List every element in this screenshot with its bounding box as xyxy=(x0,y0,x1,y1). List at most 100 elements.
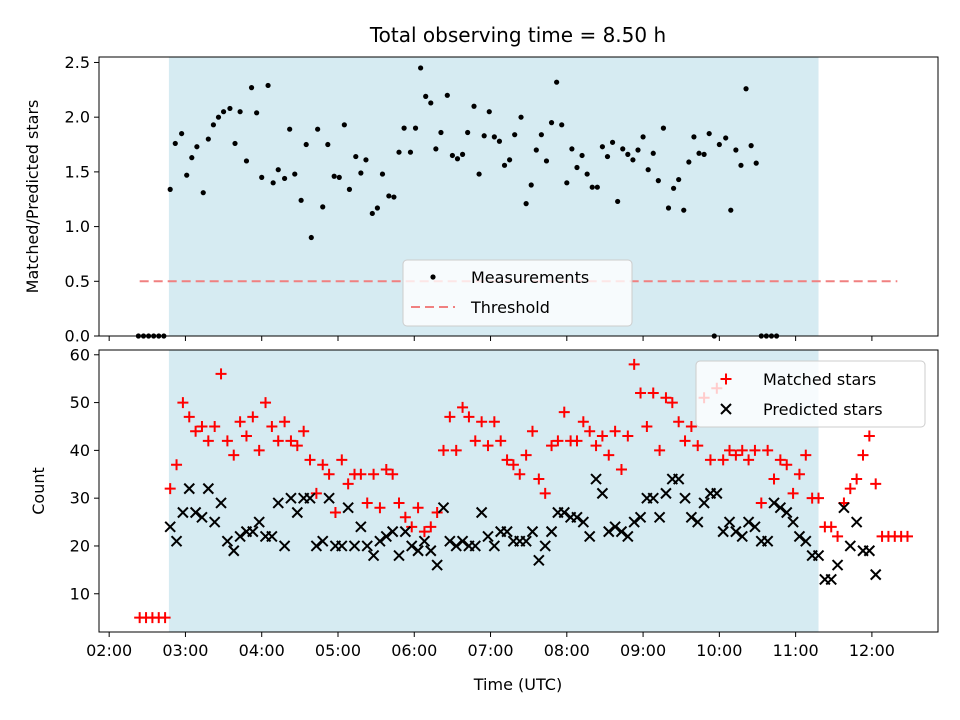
x-tick-label: 12:00 xyxy=(849,641,895,660)
matched-star-point xyxy=(863,430,875,442)
predicted-star-point xyxy=(253,516,265,528)
matched-star-point xyxy=(635,387,647,399)
y-tick-label: 1.0 xyxy=(65,217,90,236)
matched-star-point xyxy=(329,507,341,519)
matched-star-point xyxy=(272,435,284,447)
matched-star-point xyxy=(781,459,793,471)
measurement-point xyxy=(650,150,656,156)
measurement-point xyxy=(518,114,524,120)
predicted-star-point xyxy=(393,549,405,562)
matched-star-point xyxy=(247,411,259,423)
measurement-point xyxy=(753,160,759,166)
predicted-star-point xyxy=(825,573,837,586)
x-tick-label: 09:00 xyxy=(620,641,666,660)
predicted-star-point xyxy=(406,540,418,552)
measurement-point xyxy=(254,110,260,116)
predicted-star-point xyxy=(437,502,450,514)
predicted-star-point xyxy=(475,506,488,519)
matched-star-point xyxy=(234,416,246,428)
measurement-point xyxy=(232,140,238,147)
predicted-star-point xyxy=(660,487,672,500)
predicted-star-point xyxy=(590,473,602,485)
measurement-point xyxy=(210,122,217,128)
legend-measurements-label: Measurements xyxy=(471,268,589,287)
matched-star-point xyxy=(507,459,519,471)
predicted-star-point xyxy=(208,516,221,528)
predicted-star-point xyxy=(698,497,710,509)
y-tick-label: 2.5 xyxy=(65,53,90,72)
measurement-point xyxy=(728,207,734,213)
measurement-point xyxy=(237,109,243,115)
measurement-point xyxy=(374,205,380,211)
matched-star-point xyxy=(724,444,736,456)
measurement-point xyxy=(418,65,424,71)
matched-star-point xyxy=(660,392,672,404)
predicted-star-point xyxy=(399,525,412,538)
measurement-point xyxy=(184,172,190,178)
x-tick-label: 02:00 xyxy=(86,641,132,660)
matched-star-point xyxy=(425,521,437,533)
matched-star-point xyxy=(546,440,558,452)
legend-matched-marker xyxy=(720,373,732,385)
measurement-point xyxy=(353,153,359,160)
measurement-point xyxy=(691,134,697,140)
predicted-star-point xyxy=(386,525,399,538)
matched-star-point xyxy=(901,530,913,542)
matched-star-point xyxy=(387,468,399,480)
y-tick-label: 50 xyxy=(70,393,90,412)
measurement-point xyxy=(386,193,392,199)
matched-star-point xyxy=(673,416,685,428)
legend-predicted-marker xyxy=(720,403,732,415)
predicted-stars-points xyxy=(164,473,882,586)
matched-star-point xyxy=(190,425,202,437)
measurement-point xyxy=(528,182,534,188)
matched-star-point xyxy=(202,435,214,447)
x-axis-label: Time (UTC) xyxy=(473,675,562,694)
predicted-star-point xyxy=(336,540,348,552)
predicted-star-point xyxy=(355,521,367,533)
measurement-point xyxy=(554,79,560,85)
measurement-point xyxy=(459,151,466,157)
predicted-star-point xyxy=(634,511,647,523)
matched-star-point xyxy=(749,444,761,456)
measurement-point xyxy=(486,109,492,115)
matched-star-point xyxy=(832,530,844,542)
matched-star-point xyxy=(793,468,805,480)
predicted-star-point xyxy=(431,559,443,571)
matched-star-point xyxy=(266,420,278,432)
measurement-point xyxy=(287,126,293,132)
predicted-star-point xyxy=(170,535,183,547)
measurement-point xyxy=(331,173,337,179)
matched-star-point xyxy=(679,435,691,447)
predicted-star-point xyxy=(520,535,532,547)
predicted-star-point xyxy=(215,497,227,509)
predicted-star-point xyxy=(310,540,323,552)
predicted-star-point xyxy=(482,530,494,543)
measurement-point xyxy=(308,234,314,241)
predicted-star-point xyxy=(533,554,545,567)
matched-star-point xyxy=(558,406,570,418)
predicted-star-point xyxy=(685,511,698,523)
measurement-point xyxy=(428,100,434,106)
matched-star-point xyxy=(418,526,430,538)
bottom-axes-frame xyxy=(98,349,939,633)
x-tick-label: 06:00 xyxy=(391,641,437,660)
predicted-star-point xyxy=(622,530,634,543)
predicted-star-point xyxy=(221,535,234,547)
matched-star-point xyxy=(774,454,786,466)
matched-star-point xyxy=(209,420,221,432)
measurement-point xyxy=(538,132,544,138)
matched-star-point xyxy=(514,468,526,480)
matched-star-point xyxy=(228,449,240,461)
matched-star-point xyxy=(463,411,475,423)
measurement-point xyxy=(227,105,233,112)
matched-star-point xyxy=(361,497,373,509)
measurement-point xyxy=(501,162,508,168)
matched-star-point xyxy=(825,521,837,533)
bottom-legend: Matched stars Predicted stars xyxy=(695,360,926,428)
predicted-star-point xyxy=(291,506,304,519)
x-tick-label: 11:00 xyxy=(773,641,819,660)
predicted-star-point xyxy=(761,535,774,547)
predicted-star-point xyxy=(863,545,876,557)
